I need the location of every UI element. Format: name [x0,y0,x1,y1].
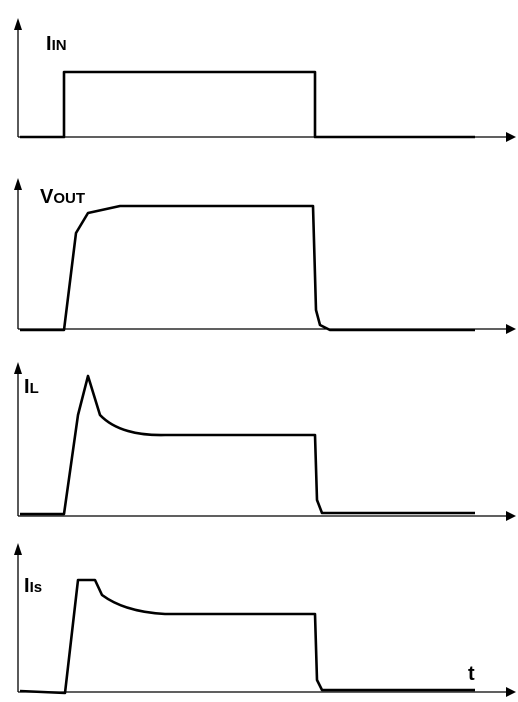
arrow [506,511,516,521]
label-sub: Is [30,579,43,596]
waveform [19,578,475,695]
panel: VOUT [14,178,516,334]
panel: IL [14,362,516,521]
label-main: I [24,376,30,398]
label-sub: L [30,380,39,397]
signal-label: IIs [24,575,42,597]
waveform [20,70,475,139]
label-main: I [46,33,52,55]
signal-label: IL [24,376,39,398]
arrow [506,687,516,697]
signal-label: VOUT [40,186,85,208]
label-main: I [24,575,30,597]
label-sub: OUT [53,190,85,207]
panel: IIs t [14,543,516,697]
panel: IIN [14,18,516,142]
signal-label: IIN [46,33,67,55]
arrow [506,324,516,334]
label-sub: IN [52,37,67,54]
arrow [14,18,22,30]
waveform [20,204,475,332]
waveform [20,374,475,516]
arrow [506,132,516,142]
arrow [14,178,22,190]
time-label: t [468,663,475,685]
arrow [14,543,22,555]
label-main: V [40,186,54,208]
arrow [14,362,22,374]
